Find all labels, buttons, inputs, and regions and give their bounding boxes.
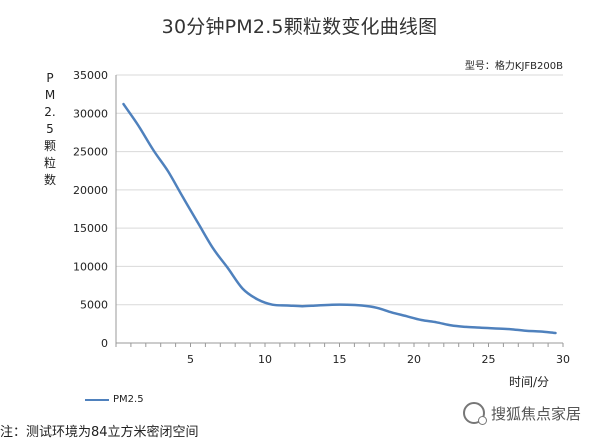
data-point xyxy=(346,304,348,306)
series-group xyxy=(122,102,557,335)
data-point xyxy=(495,328,497,330)
grid-lines xyxy=(116,74,563,306)
wechat-icon xyxy=(462,402,487,425)
data-point xyxy=(167,171,169,173)
data-point xyxy=(272,304,274,306)
data-point xyxy=(391,312,393,314)
y-tick-labels: 0 5000 10000 15000 20000 25000 30000 35000 xyxy=(73,69,108,350)
data-point xyxy=(227,267,229,269)
legend-label: PM2.5 xyxy=(113,394,144,405)
chart-title: 30分钟PM2.5颗粒数变化曲线图 xyxy=(161,16,438,38)
data-point xyxy=(480,327,482,329)
data-point xyxy=(361,305,363,307)
series-line-pm25 xyxy=(122,102,557,335)
y-axis-label: PM2.5颗粒数 xyxy=(43,71,56,187)
data-point xyxy=(421,319,423,321)
data-point xyxy=(540,331,542,333)
data-point xyxy=(316,305,318,307)
data-point xyxy=(182,197,184,199)
data-point xyxy=(197,222,199,224)
note-text: 注：测试环境为84立方米密闭空间 xyxy=(0,425,199,440)
data-point xyxy=(555,332,557,334)
x-tick-label: 10 xyxy=(258,353,272,366)
legend: PM2.5 xyxy=(85,394,144,405)
data-point xyxy=(153,149,155,151)
watermark-text: 搜狐焦点家居 xyxy=(490,404,581,423)
x-axis-label: 时间/分 xyxy=(509,375,550,389)
data-point xyxy=(451,325,453,327)
data-point xyxy=(510,328,512,330)
y-tick-label: 15000 xyxy=(73,222,108,235)
x-tick-labels: 5 10 15 20 25 30 xyxy=(187,353,570,366)
x-tick-label: 5 xyxy=(187,353,194,366)
y-tick-label: 35000 xyxy=(73,69,108,82)
x-tick-label: 15 xyxy=(333,353,347,366)
data-point xyxy=(257,299,259,301)
legend-swatch xyxy=(85,398,109,401)
y-tick-label: 25000 xyxy=(73,146,108,159)
data-point xyxy=(138,125,140,127)
y-tick-label: 5000 xyxy=(80,299,108,312)
x-tick-label: 25 xyxy=(482,353,496,366)
y-tick-label: 20000 xyxy=(73,184,108,197)
x-tick-label: 30 xyxy=(556,353,570,366)
data-point xyxy=(525,330,527,332)
y-tick-label: 30000 xyxy=(73,107,108,120)
data-point xyxy=(242,288,244,290)
data-point xyxy=(331,304,333,306)
data-point xyxy=(287,305,289,307)
data-point xyxy=(465,326,467,328)
axes xyxy=(115,75,564,347)
data-point xyxy=(436,322,438,324)
y-tick-label: 0 xyxy=(101,337,108,350)
watermark: 搜狐焦点家居 xyxy=(462,402,581,425)
data-point xyxy=(302,305,304,307)
data-point xyxy=(123,103,125,105)
data-point xyxy=(376,307,378,309)
data-point xyxy=(406,315,408,317)
x-tick-label: 20 xyxy=(407,353,421,366)
model-label: 型号：格力KJFB200B xyxy=(464,61,563,72)
y-tick-label: 10000 xyxy=(73,260,108,273)
data-point xyxy=(212,247,214,249)
